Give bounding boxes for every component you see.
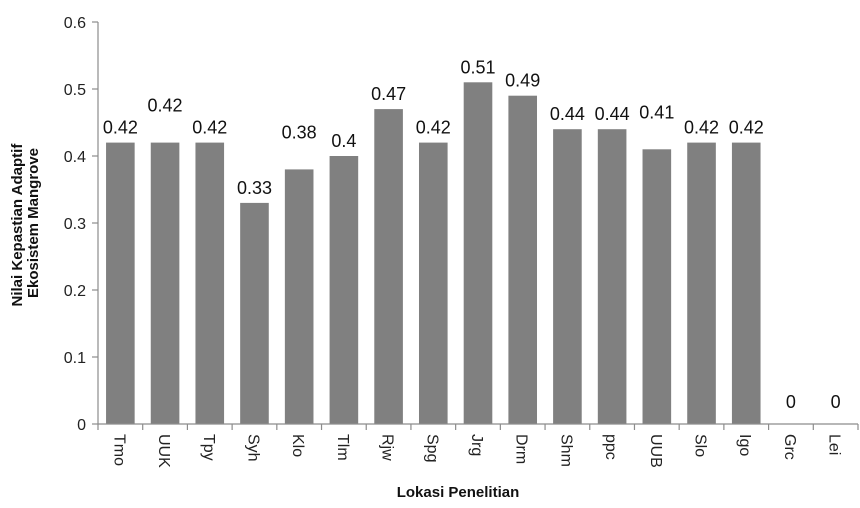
y-tick-label: 0.5 (64, 82, 86, 99)
y-axis-title: Nilai Kepastian Adaptif Ekosistem Mangro… (9, 140, 42, 307)
x-tick-label: Slo (692, 434, 709, 457)
x-tick-label: Drm (513, 434, 530, 464)
bar (463, 82, 493, 425)
x-tick-label: Grc (781, 434, 798, 460)
y-axis-title-line-1: Nilai Kepastian Adaptif (9, 143, 26, 307)
data-label: 0 (786, 392, 796, 412)
bar (195, 142, 225, 424)
data-label: 0.42 (148, 96, 183, 116)
y-axis: 0 0.1 0.2 0.3 0.4 0.5 0.6 (64, 15, 99, 434)
bar (731, 142, 761, 424)
data-label: 0.42 (416, 118, 451, 138)
y-tick-label: 0 (77, 417, 86, 434)
x-tick-label: Igo (736, 434, 753, 456)
bar (150, 142, 180, 424)
x-tick-label: ppc (602, 434, 619, 460)
x-tick-label: Syh (244, 434, 261, 462)
data-labels: 0.42 0.42 0.42 0.33 0.38 0.4 0.47 0.42 0.51 0.49 0… (103, 57, 841, 412)
x-tick-label: Rjw (379, 434, 396, 461)
x-tick-label: Tmo (110, 434, 127, 466)
bar (284, 169, 314, 424)
data-label: 0.42 (192, 118, 227, 138)
data-label: 0.42 (729, 118, 764, 138)
x-axis-title: Lokasi Penelitian (397, 484, 520, 501)
x-tick-label: Tpy (200, 434, 217, 461)
y-axis-title-line-2: Ekosistem Mangrove (25, 148, 42, 298)
x-tick-label: Spg (423, 434, 440, 462)
bar (553, 129, 582, 424)
data-label: 0 (831, 392, 841, 412)
data-label: 0.38 (282, 122, 317, 142)
bar (240, 202, 269, 424)
data-label: 0.44 (550, 104, 585, 124)
y-tick-label: 0.4 (64, 149, 86, 166)
y-tick-label: 0.1 (64, 350, 86, 367)
x-tick-label: Lei (826, 434, 843, 455)
data-label: 0.47 (371, 84, 406, 104)
bars (106, 82, 761, 425)
x-tick-label: Tlm (334, 434, 351, 461)
data-label: 0.51 (460, 57, 495, 77)
y-tick-label: 0.3 (64, 216, 86, 233)
x-tick-label: Shm (557, 434, 574, 467)
bar (106, 142, 135, 424)
x-tick-label: Klo (289, 434, 306, 457)
y-tick-label: 0.6 (64, 15, 86, 32)
data-label: 0.41 (639, 102, 674, 122)
data-label: 0.49 (505, 71, 540, 91)
bar (597, 129, 627, 424)
data-label: 0.42 (103, 118, 138, 138)
bar (508, 95, 538, 424)
bar (329, 156, 359, 424)
data-label: 0.4 (331, 131, 356, 151)
data-label: 0.33 (237, 178, 272, 198)
bar (687, 142, 716, 424)
x-axis: Tmo UUK Tpy Syh Klo Tlm Rjw Spg Jrg Drm Shm ppc UUB S… (97, 423, 859, 468)
y-tick-label: 0.2 (64, 283, 86, 300)
data-label: 0.42 (684, 118, 719, 138)
bar (374, 109, 403, 424)
x-tick-label: UUB (647, 434, 664, 468)
bar (642, 149, 672, 425)
x-tick-label: Jrg (468, 434, 485, 456)
data-label: 0.44 (595, 104, 630, 124)
x-tick-label: UUK (155, 434, 172, 468)
bar (418, 142, 448, 424)
